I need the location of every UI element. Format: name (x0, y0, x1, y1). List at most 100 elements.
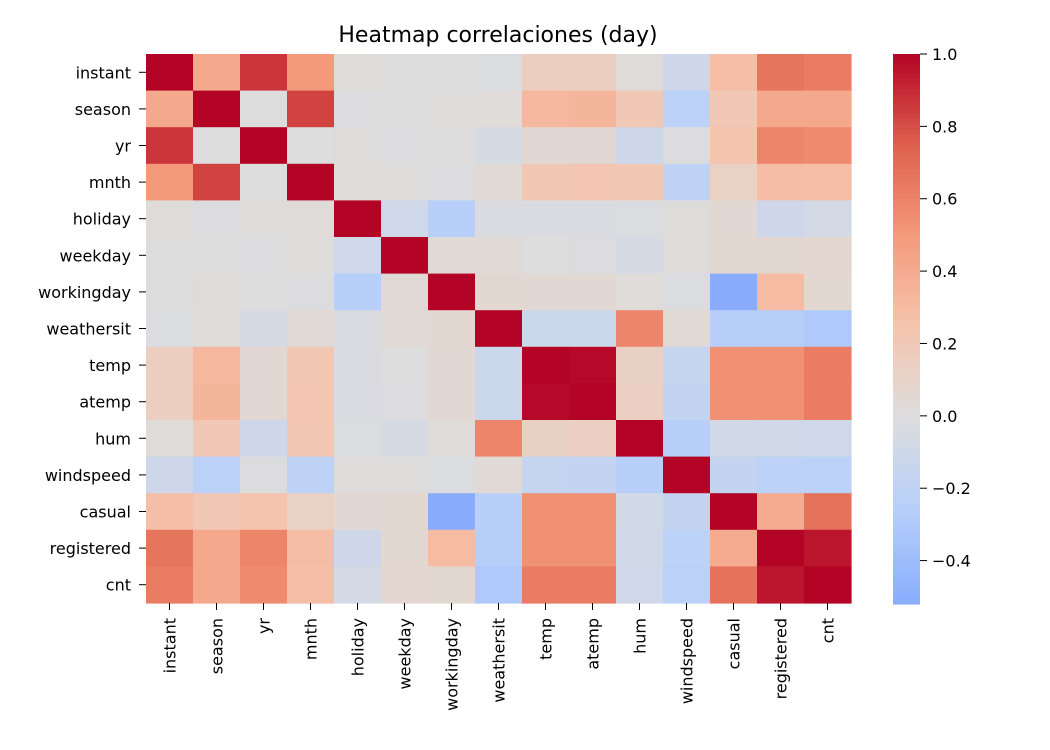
y-tick-label-casual: casual (80, 503, 131, 522)
heatmap-cell-weathersit-workingday (428, 310, 476, 348)
colorbar-tick-label: 0.8 (932, 117, 957, 136)
colorbar-segment (893, 109, 920, 115)
heatmap-cell-season-workingday (428, 90, 476, 128)
heatmap-cell-mnth-weathersit (475, 163, 523, 201)
heatmap-cell-atemp-yr (240, 383, 288, 421)
heatmap-cell-casual-weathersit (475, 493, 523, 531)
y-tick-label-registered: registered (50, 539, 131, 558)
heatmap-cell-weekday-instant (146, 237, 194, 275)
colorbar-segment (893, 494, 920, 500)
heatmap-cell-yr-holiday (334, 127, 382, 165)
heatmap-cell-instant-instant (146, 54, 194, 92)
heatmap-cell-atemp-weathersit (475, 383, 523, 421)
colorbar-segment (893, 384, 920, 390)
x-tick-label-temp: temp (537, 618, 556, 660)
heatmap-cell-yr-temp (522, 127, 570, 165)
heatmap-cell-mnth-mnth (287, 163, 335, 201)
heatmap-cell-weekday-windspeed (663, 237, 711, 275)
heatmap-cell-weathersit-mnth (287, 310, 335, 348)
heatmap-cell-temp-weekday (381, 346, 429, 384)
colorbar-segment (893, 404, 920, 410)
heatmap-cell-mnth-yr (240, 163, 288, 201)
heatmap-cell-cnt-weekday (381, 566, 429, 604)
heatmap-cell-hum-cnt (804, 420, 852, 458)
colorbar-segment (893, 559, 920, 565)
colorbar-segment (893, 394, 920, 400)
x-tick-label-cnt: cnt (819, 618, 838, 643)
heatmap-cell-holiday-mnth (287, 200, 335, 238)
colorbar-segment (893, 239, 920, 245)
heatmap-cell-weekday-mnth (287, 237, 335, 275)
heatmap-cell-hum-weekday (381, 420, 429, 458)
heatmap-cell-workingday-hum (616, 273, 664, 311)
heatmap-cell-holiday-casual (710, 200, 758, 238)
heatmap-cell-atemp-season (193, 383, 241, 421)
heatmap-cell-windspeed-yr (240, 456, 288, 494)
x-tick-label-season: season (208, 618, 227, 674)
y-tick-label-weekday: weekday (60, 246, 131, 265)
colorbar-segment (893, 64, 920, 70)
heatmap-cell-season-weekday (381, 90, 429, 128)
colorbar-segment (893, 344, 920, 350)
heatmap-cell-atemp-registered (757, 383, 805, 421)
heatmap-cell-weekday-registered (757, 237, 805, 275)
heatmap-cell-windspeed-casual (710, 456, 758, 494)
colorbar-segment (893, 189, 920, 195)
heatmap-cell-weekday-cnt (804, 237, 852, 275)
colorbar-segment (893, 199, 920, 205)
heatmap-cell-temp-instant (146, 346, 194, 384)
colorbar-segment (893, 104, 920, 110)
heatmap-cell-cnt-temp (522, 566, 570, 604)
heatmap-cell-workingday-casual (710, 273, 758, 311)
colorbar-segment (893, 474, 920, 480)
heatmap-cell-cnt-workingday (428, 566, 476, 604)
heatmap-cell-casual-temp (522, 493, 570, 531)
heatmap-cell-temp-mnth (287, 346, 335, 384)
heatmap-cell-season-hum (616, 90, 664, 128)
x-tick-label-workingday: workingday (443, 618, 462, 711)
heatmap-cell-yr-weathersit (475, 127, 523, 165)
heatmap-cell-season-casual (710, 90, 758, 128)
heatmap-cell-casual-weekday (381, 493, 429, 531)
heatmap-cell-casual-casual (710, 493, 758, 531)
heatmap-cell-windspeed-atemp (569, 456, 617, 494)
colorbar-segment (893, 254, 920, 260)
colorbar-segment (893, 479, 920, 485)
heatmap-cell-instant-hum (616, 54, 664, 92)
heatmap-cell-workingday-season (193, 273, 241, 311)
heatmap-cell-registered-cnt (804, 529, 852, 567)
heatmap-cell-holiday-weathersit (475, 200, 523, 238)
heatmap-cell-season-yr (240, 90, 288, 128)
colorbar-segment (893, 99, 920, 105)
heatmap-cell-instant-weathersit (475, 54, 523, 92)
heatmap-cell-atemp-weekday (381, 383, 429, 421)
colorbar-segment (893, 379, 920, 385)
colorbar-segment (893, 409, 920, 415)
heatmap-cell-cnt-registered (757, 566, 805, 604)
heatmap-cell-hum-holiday (334, 420, 382, 458)
heatmap-cell-mnth-holiday (334, 163, 382, 201)
heatmap-cell-hum-hum (616, 420, 664, 458)
colorbar-segment (893, 584, 920, 590)
heatmap-cell-workingday-instant (146, 273, 194, 311)
colorbar-segment (893, 169, 920, 175)
heatmap-cell-casual-registered (757, 493, 805, 531)
heatmap-cell-season-mnth (287, 90, 335, 128)
x-tick-label-weekday: weekday (396, 618, 415, 689)
colorbar-segment (893, 349, 920, 355)
heatmap-cell-temp-temp (522, 346, 570, 384)
heatmap-cell-instant-weekday (381, 54, 429, 92)
heatmap-cell-yr-hum (616, 127, 664, 165)
colorbar-segment (893, 374, 920, 380)
colorbar-segment (893, 484, 920, 490)
heatmap-cell-holiday-instant (146, 200, 194, 238)
heatmap-cell-temp-atemp (569, 346, 617, 384)
heatmap-cell-registered-casual (710, 529, 758, 567)
heatmap-cell-mnth-weekday (381, 163, 429, 201)
heatmap-cell-registered-hum (616, 529, 664, 567)
heatmap-cell-weekday-atemp (569, 237, 617, 275)
colorbar-tick-label: 0.2 (932, 334, 957, 353)
heatmap-cell-atemp-hum (616, 383, 664, 421)
heatmap-cell-mnth-casual (710, 163, 758, 201)
heatmap-cell-windspeed-temp (522, 456, 570, 494)
